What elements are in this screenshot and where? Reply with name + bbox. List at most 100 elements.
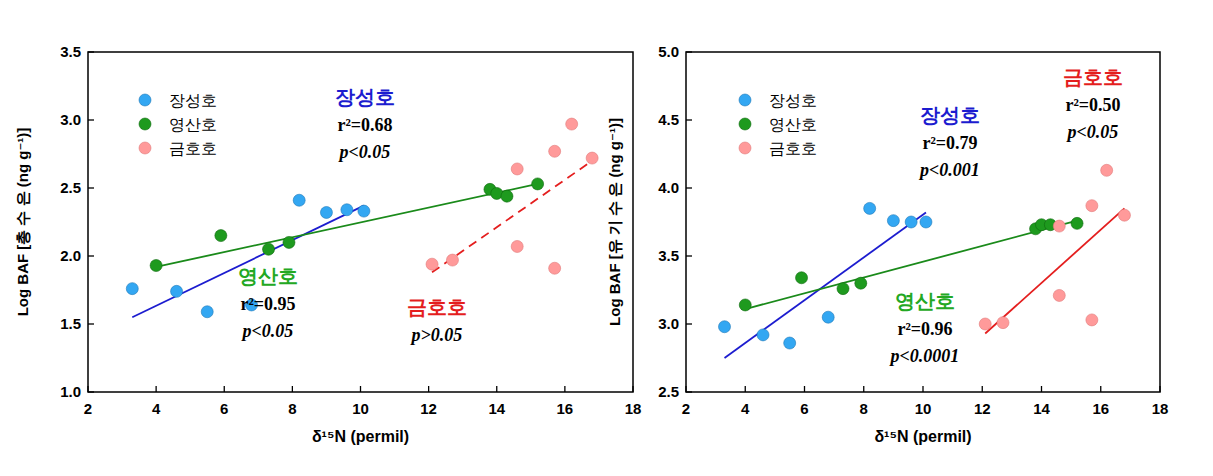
chart: 246810121416182.53.03.54.04.55.0δ¹⁵N (pe… — [606, 43, 1168, 445]
point — [796, 272, 808, 284]
annotation-stat: r²=0.96 — [897, 319, 952, 339]
fit-line — [156, 184, 538, 267]
x-tick — [360, 386, 361, 392]
y-tick-label: 3.5 — [658, 247, 679, 264]
x-tick-label: 4 — [741, 400, 750, 417]
legend-marker — [139, 142, 151, 154]
legend-marker — [739, 94, 751, 106]
annotation-title: 영산호 — [895, 289, 955, 313]
point — [1086, 314, 1098, 326]
y-tick-label: 4.5 — [658, 111, 679, 128]
legend-marker — [139, 94, 151, 106]
x-tick — [804, 386, 805, 392]
x-tick-label: 8 — [288, 400, 296, 417]
y-tick — [686, 255, 692, 256]
y-tick-label: 1.5 — [60, 315, 81, 332]
x-tick — [564, 386, 565, 392]
x-axis-label: δ¹⁵N (permil) — [312, 428, 409, 445]
x-tick — [982, 386, 983, 392]
point — [511, 240, 523, 252]
x-tick — [1100, 386, 1101, 392]
x-axis-label: δ¹⁵N (permil) — [874, 428, 971, 445]
x-tick-label: 12 — [420, 400, 437, 417]
x-tick-label: 16 — [557, 400, 574, 417]
legend-label: 영산호 — [169, 115, 217, 134]
plot-frame — [88, 52, 633, 392]
fit-line — [132, 206, 364, 318]
y-axis-label: Log BAF [유 기 수 은 (ng g⁻¹)] — [606, 118, 623, 326]
x-tick-label: 10 — [915, 400, 932, 417]
y-tick-label: 3.5 — [60, 43, 81, 60]
point — [358, 205, 370, 217]
y-tick — [686, 323, 692, 324]
x-tick-label: 18 — [1152, 400, 1169, 417]
annotation-stat: p<0.0001 — [889, 346, 960, 366]
point — [739, 299, 751, 311]
x-tick — [863, 386, 864, 392]
annotation-title: 금호호 — [1063, 65, 1123, 89]
y-tick — [686, 187, 692, 188]
x-tick-label: 2 — [84, 400, 92, 417]
y-tick — [88, 187, 94, 188]
point — [511, 163, 523, 175]
x-tick — [496, 386, 497, 392]
point — [1086, 200, 1098, 212]
x-tick-label: 4 — [152, 400, 161, 417]
annotation-stat: p<0.05 — [338, 142, 391, 162]
y-tick — [88, 323, 94, 324]
point — [426, 258, 438, 270]
y-tick-label: 2.0 — [60, 247, 81, 264]
x-tick — [428, 386, 429, 392]
point — [837, 283, 849, 295]
point — [283, 236, 295, 248]
x-tick-label: 16 — [1092, 400, 1109, 417]
y-tick-label: 3.0 — [60, 111, 81, 128]
x-tick — [292, 386, 293, 392]
point — [586, 152, 598, 164]
annotation-title: 금호호 — [407, 295, 467, 319]
point — [757, 329, 769, 341]
legend-label: 장성호 — [769, 91, 817, 110]
annotation-stat: r²=0.68 — [337, 115, 392, 135]
annotation-stat: r²=0.95 — [240, 294, 295, 314]
legend-marker — [739, 142, 751, 154]
point — [997, 317, 1009, 329]
fit-line — [985, 208, 1124, 333]
point — [201, 306, 213, 318]
x-tick-label: 18 — [625, 400, 642, 417]
x-tick — [745, 386, 746, 392]
point — [501, 190, 513, 202]
point — [920, 216, 932, 228]
chart: 246810121416181.01.52.02.53.03.5δ¹⁵N (pe… — [14, 43, 641, 445]
annotation-stat: p>0.05 — [410, 325, 463, 345]
annotation-stat: r²=0.79 — [922, 133, 977, 153]
point — [1071, 217, 1083, 229]
point — [979, 318, 991, 330]
point — [1101, 164, 1113, 176]
legend-label: 영산호 — [769, 115, 817, 134]
y-tick — [686, 119, 692, 120]
point — [784, 337, 796, 349]
annotation-title: 장성호 — [920, 103, 980, 127]
annotation-stat: p<0.05 — [1066, 122, 1119, 142]
x-tick-label: 14 — [488, 400, 505, 417]
point — [171, 285, 183, 297]
x-tick-label: 6 — [800, 400, 808, 417]
annotation-title: 장성호 — [335, 85, 395, 109]
legend-label: 장성호 — [169, 91, 217, 110]
x-tick-label: 2 — [682, 400, 690, 417]
x-tick-label: 12 — [974, 400, 991, 417]
x-tick-label: 10 — [352, 400, 369, 417]
y-axis-label: Log BAF [총 수 은 (ng g⁻¹)] — [14, 128, 31, 317]
annotation-title: 영산호 — [238, 264, 298, 288]
x-tick-label: 14 — [1033, 400, 1050, 417]
fit-line — [725, 212, 926, 358]
point — [855, 277, 867, 289]
point — [150, 260, 162, 272]
fit-line — [432, 161, 592, 273]
point — [320, 206, 332, 218]
annotation-stat: r²=0.50 — [1065, 95, 1120, 115]
annotation-stat: p<0.05 — [241, 321, 294, 341]
y-tick-label: 2.5 — [658, 383, 679, 400]
legend-marker — [739, 118, 751, 130]
